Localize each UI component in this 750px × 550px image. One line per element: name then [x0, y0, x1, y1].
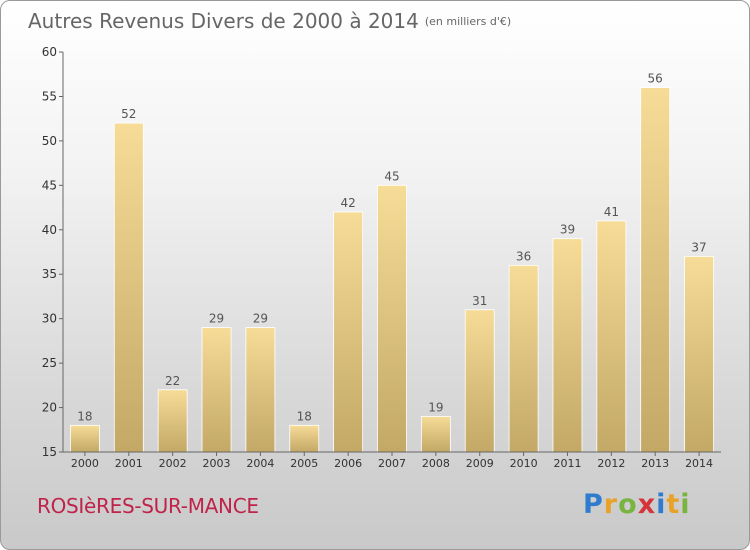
- x-tick-label: 2000: [71, 457, 99, 470]
- x-tick-label: 2012: [597, 457, 625, 470]
- bar: [640, 87, 671, 453]
- bar: [333, 211, 364, 453]
- y-tick-label: 40: [42, 223, 57, 237]
- y-tick-label: 20: [42, 401, 57, 415]
- bar: [420, 416, 451, 453]
- x-tick-label: 2002: [159, 457, 187, 470]
- axes-group: [59, 51, 721, 456]
- x-tick-label: 2004: [246, 457, 274, 470]
- x-tick-label: 2003: [203, 457, 231, 470]
- data-label: 18: [297, 409, 312, 423]
- bar: [157, 389, 188, 453]
- bar: [596, 220, 627, 453]
- data-label: 36: [516, 249, 531, 263]
- logo-letter: t: [666, 489, 681, 520]
- data-label: 18: [77, 409, 92, 423]
- bar: [201, 327, 232, 453]
- proxiti-logo[interactable]: Proxiti: [583, 489, 691, 520]
- labels-group: 18 2000 52 2001 22 2002 29 2003 29 2004 18 2005 42 20…: [42, 45, 713, 470]
- x-tick-label: 2007: [378, 457, 406, 470]
- chart-title-text: Autres Revenus Divers de 2000 à 2014: [28, 9, 419, 33]
- chart-title-unit: (en milliers d'€): [424, 15, 512, 28]
- logo-letter: o: [618, 489, 638, 520]
- logo-letter: P: [583, 489, 604, 520]
- y-tick-label: 30: [42, 312, 57, 326]
- data-label: 31: [472, 294, 487, 308]
- data-label: 42: [340, 196, 355, 210]
- bar: [113, 122, 144, 453]
- data-label: 19: [428, 400, 443, 414]
- logo-letter: x: [637, 489, 657, 520]
- x-tick-label: 2008: [422, 457, 450, 470]
- bar: [289, 424, 320, 453]
- x-tick-label: 2001: [115, 457, 143, 470]
- logo-letter: r: [603, 489, 619, 520]
- y-tick-label: 55: [42, 89, 57, 103]
- x-tick-label: 2011: [553, 457, 581, 470]
- y-tick-label: 60: [42, 45, 57, 59]
- y-tick-label: 45: [42, 178, 57, 192]
- x-tick-label: 2013: [641, 457, 669, 470]
- bar: [684, 256, 714, 453]
- data-label: 52: [121, 107, 136, 121]
- x-tick-label: 2010: [510, 457, 538, 470]
- bars-group: [70, 87, 714, 453]
- bar: [245, 327, 276, 453]
- commune-name: ROSIèRES-SUR-MANCE: [37, 494, 259, 518]
- y-tick-label: 25: [42, 356, 57, 370]
- data-label: 29: [209, 312, 224, 326]
- data-label: 45: [384, 169, 399, 183]
- x-tick-label: 2006: [334, 457, 362, 470]
- y-tick-label: 35: [42, 267, 57, 281]
- logo-letter: i: [680, 489, 691, 520]
- bar: [552, 238, 583, 453]
- x-tick-label: 2014: [685, 457, 713, 470]
- y-tick-label: 15: [42, 445, 57, 459]
- bar: [508, 264, 539, 453]
- bar: [464, 309, 495, 453]
- data-label: 37: [691, 240, 706, 254]
- x-tick-label: 2009: [466, 457, 494, 470]
- data-label: 41: [604, 205, 619, 219]
- chart-title: Autres Revenus Divers de 2000 à 2014 (en …: [28, 9, 511, 33]
- y-tick-label: 50: [42, 134, 57, 148]
- bar: [377, 184, 407, 453]
- data-label: 29: [253, 312, 268, 326]
- x-tick-label: 2005: [290, 457, 318, 470]
- data-label: 56: [648, 72, 663, 86]
- logo-letter: i: [656, 489, 667, 520]
- data-label: 22: [165, 374, 180, 388]
- bar: [70, 424, 100, 453]
- data-label: 39: [560, 223, 575, 237]
